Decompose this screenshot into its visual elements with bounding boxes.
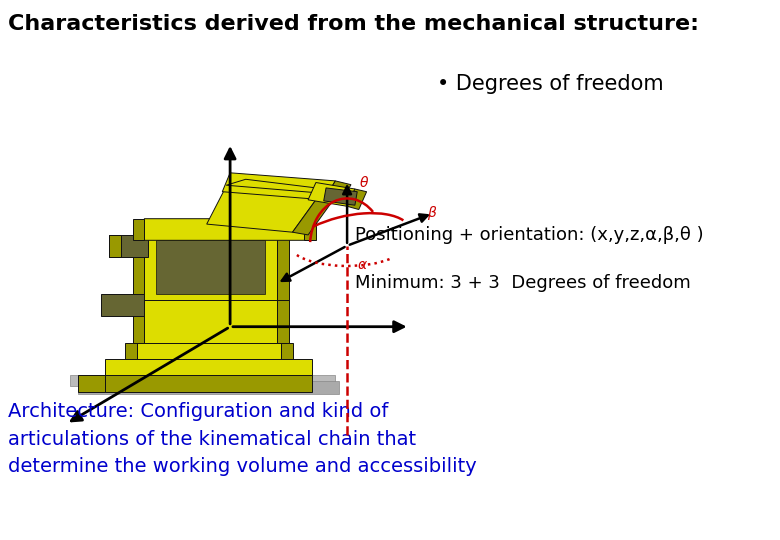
Text: $\beta$: $\beta$ — [427, 204, 438, 222]
Text: Minimum: 3 + 3  Degrees of freedom: Minimum: 3 + 3 Degrees of freedom — [355, 274, 690, 293]
Polygon shape — [156, 240, 265, 294]
Polygon shape — [105, 359, 312, 378]
Polygon shape — [133, 300, 144, 343]
Polygon shape — [347, 189, 367, 210]
Polygon shape — [125, 343, 136, 359]
Polygon shape — [109, 235, 148, 256]
Text: • Degrees of freedom: • Degrees of freedom — [437, 73, 664, 94]
Text: $\alpha$: $\alpha$ — [357, 258, 368, 272]
Polygon shape — [133, 219, 144, 240]
Polygon shape — [324, 188, 357, 205]
Text: Characteristics derived from the mechanical structure:: Characteristics derived from the mechani… — [8, 14, 699, 33]
Polygon shape — [105, 375, 312, 391]
Polygon shape — [324, 181, 351, 204]
Polygon shape — [324, 192, 359, 197]
Polygon shape — [308, 183, 355, 206]
Polygon shape — [304, 219, 316, 240]
Polygon shape — [226, 179, 347, 193]
Polygon shape — [277, 300, 289, 343]
Polygon shape — [144, 300, 277, 343]
Text: $\theta$: $\theta$ — [359, 175, 369, 190]
Polygon shape — [292, 194, 335, 235]
Polygon shape — [207, 186, 320, 232]
Polygon shape — [133, 235, 144, 300]
Polygon shape — [144, 219, 312, 240]
Polygon shape — [222, 173, 335, 200]
Polygon shape — [277, 235, 289, 300]
Polygon shape — [144, 235, 277, 300]
Polygon shape — [109, 235, 121, 256]
Polygon shape — [281, 343, 292, 359]
Polygon shape — [78, 381, 339, 394]
Polygon shape — [78, 375, 105, 391]
Polygon shape — [70, 375, 335, 386]
Polygon shape — [101, 294, 144, 316]
Text: Architecture: Configuration and kind of
articulations of the kinematical chain t: Architecture: Configuration and kind of … — [8, 402, 477, 476]
Polygon shape — [136, 343, 281, 359]
Text: Positioning + orientation: (x,y,z,α,β,θ ): Positioning + orientation: (x,y,z,α,β,θ … — [355, 226, 704, 244]
